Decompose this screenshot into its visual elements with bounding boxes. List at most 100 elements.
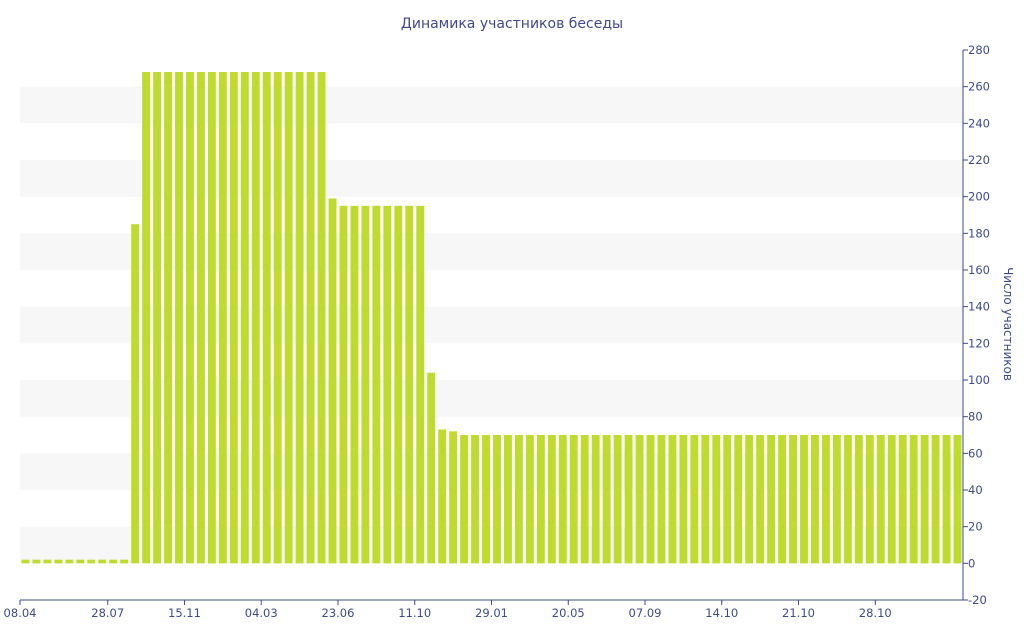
- bar: [460, 435, 469, 564]
- bar: [756, 435, 765, 564]
- y-tick-label: 100: [968, 373, 990, 387]
- y-tick-label: 200: [968, 190, 990, 204]
- x-tick-label: 04.03: [245, 606, 278, 620]
- bar: [372, 205, 381, 564]
- bar: [361, 205, 370, 564]
- bar: [295, 72, 304, 564]
- x-tick-label: 20.05: [552, 606, 585, 620]
- bar: [514, 435, 523, 564]
- bar: [262, 72, 271, 564]
- bar: [328, 198, 337, 564]
- bar: [416, 205, 425, 564]
- bar: [251, 72, 260, 564]
- bar: [767, 435, 776, 564]
- grid-band: [20, 453, 963, 490]
- bar-series: [21, 72, 962, 564]
- bar: [284, 72, 293, 564]
- bar: [76, 559, 85, 564]
- bar: [701, 435, 710, 564]
- bar: [54, 559, 63, 564]
- bar: [657, 435, 666, 564]
- grid-band: [20, 380, 963, 417]
- bar: [789, 435, 797, 564]
- grid-band: [20, 160, 963, 197]
- bar: [153, 72, 162, 564]
- bar: [449, 431, 458, 564]
- y-tick-label: 240: [968, 116, 990, 130]
- x-tick-label: 21.10: [782, 606, 815, 620]
- bar: [679, 435, 688, 564]
- bar: [218, 72, 227, 564]
- bar: [131, 224, 140, 564]
- bar: [471, 435, 479, 564]
- bar: [569, 435, 578, 564]
- y-tick-label: 60: [968, 446, 983, 460]
- y-tick-label: 220: [968, 153, 990, 167]
- bar: [646, 435, 655, 564]
- bar: [438, 429, 447, 564]
- bar: [350, 205, 359, 564]
- bar: [405, 205, 414, 564]
- bar: [394, 205, 403, 564]
- bar: [536, 435, 545, 564]
- bar: [207, 72, 216, 564]
- x-tick-label: 28.07: [91, 606, 124, 620]
- bar: [175, 72, 183, 564]
- bar: [482, 435, 490, 564]
- bar: [109, 559, 118, 564]
- bar: [668, 435, 677, 564]
- bar: [317, 72, 326, 564]
- bar: [493, 435, 501, 564]
- y-tick-label: 40: [968, 483, 983, 497]
- bar: [953, 435, 962, 564]
- y-tick-label: 260: [968, 80, 990, 94]
- bar: [32, 559, 41, 564]
- bar: [821, 435, 830, 564]
- x-tick-label: 23.06: [322, 606, 355, 620]
- bar: [800, 435, 808, 564]
- bar: [240, 72, 249, 564]
- bar: [723, 435, 732, 564]
- bar: [504, 435, 512, 564]
- bar: [909, 435, 918, 564]
- x-tick-label: 28.10: [859, 606, 892, 620]
- bar: [745, 435, 754, 564]
- bar: [811, 435, 819, 564]
- y-tick-label: 160: [968, 263, 990, 277]
- x-tick-label: 14.10: [705, 606, 738, 620]
- bar: [920, 435, 929, 564]
- x-tick-label: 07.09: [629, 606, 662, 620]
- bar: [778, 435, 787, 564]
- x-tick-label: 29.01: [475, 606, 508, 620]
- bar: [712, 435, 721, 564]
- y-tick-label: 120: [968, 336, 990, 350]
- bar: [229, 72, 238, 564]
- bar: [898, 435, 907, 564]
- y-tick-label: 80: [968, 410, 983, 424]
- bar: [43, 559, 52, 564]
- y-tick-label: 280: [968, 43, 990, 57]
- x-axis: 08.04 28.07 15.11 04.03 23.06 11.10 29.01 20.05…: [4, 599, 963, 620]
- bar: [931, 435, 940, 564]
- bar: [21, 559, 30, 564]
- bar: [591, 435, 600, 564]
- bar: [196, 72, 205, 564]
- grid-band: [20, 233, 963, 270]
- bar: [580, 435, 589, 564]
- grid-band: [20, 86, 963, 124]
- y-tick-label: 180: [968, 226, 990, 240]
- bar: [65, 559, 74, 564]
- bar: [142, 72, 151, 564]
- bar: [602, 435, 611, 564]
- bar: [339, 205, 348, 564]
- bar: [843, 435, 852, 564]
- y-tick-label: 140: [968, 300, 990, 314]
- grid-band: [20, 526, 963, 564]
- x-tick-label: 11.10: [398, 606, 431, 620]
- bar: [624, 435, 633, 564]
- bar: [383, 205, 392, 564]
- bar: [865, 435, 874, 564]
- bar: [525, 435, 534, 564]
- y-axis: -20 0 20 40 60 80 100 120 140 160 180 200 220 240 260 2…: [962, 43, 990, 607]
